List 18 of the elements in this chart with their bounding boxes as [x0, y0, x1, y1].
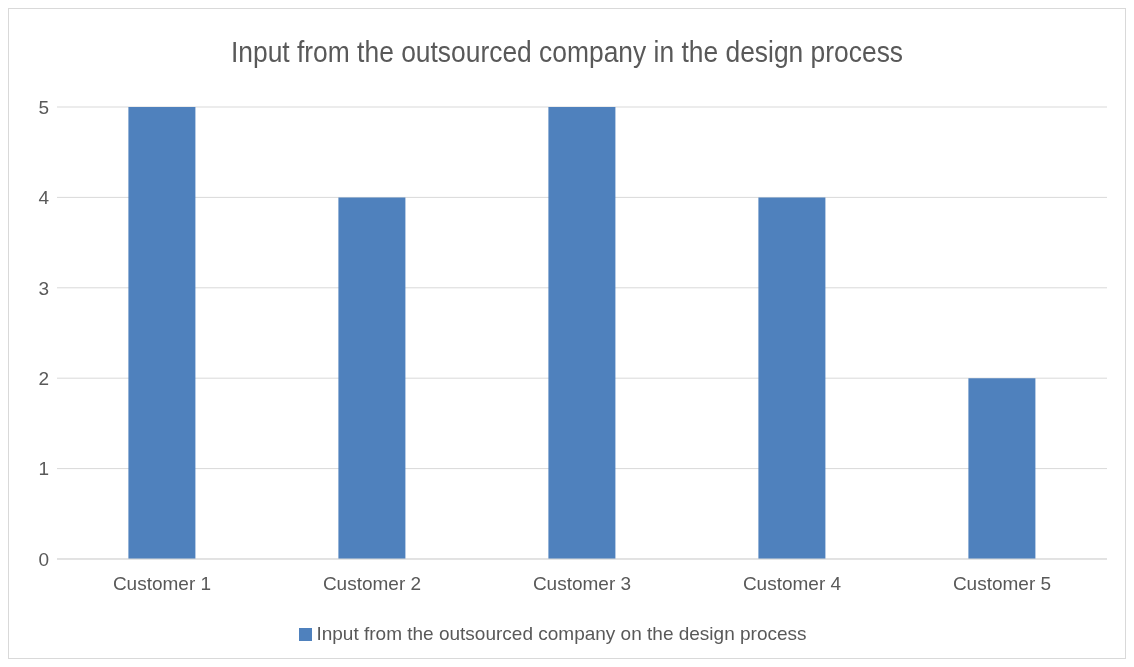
x-tick-label: Customer 5 [952, 573, 1052, 595]
y-tick-label: 5 [38, 96, 49, 118]
bar [758, 197, 826, 559]
y-tick-label: 4 [38, 187, 50, 209]
bar [968, 378, 1036, 559]
x-tick-label: Customer 1 [112, 573, 212, 595]
legend-label: Input from the outsourced company on the design process [316, 623, 807, 644]
y-tick-label: 3 [38, 277, 49, 299]
y-tick-label: 2 [38, 367, 49, 389]
chart-title: Input from the outsourced company in the design process [229, 35, 905, 69]
y-tick-label: 1 [38, 458, 49, 480]
bar [548, 107, 616, 559]
x-tick-label: Customer 2 [322, 573, 422, 595]
x-tick-label: Customer 3 [532, 573, 632, 595]
y-tick-label: 0 [38, 548, 49, 570]
x-tick-label: Customer 4 [742, 573, 842, 595]
bar [128, 107, 196, 559]
bar [338, 197, 406, 559]
